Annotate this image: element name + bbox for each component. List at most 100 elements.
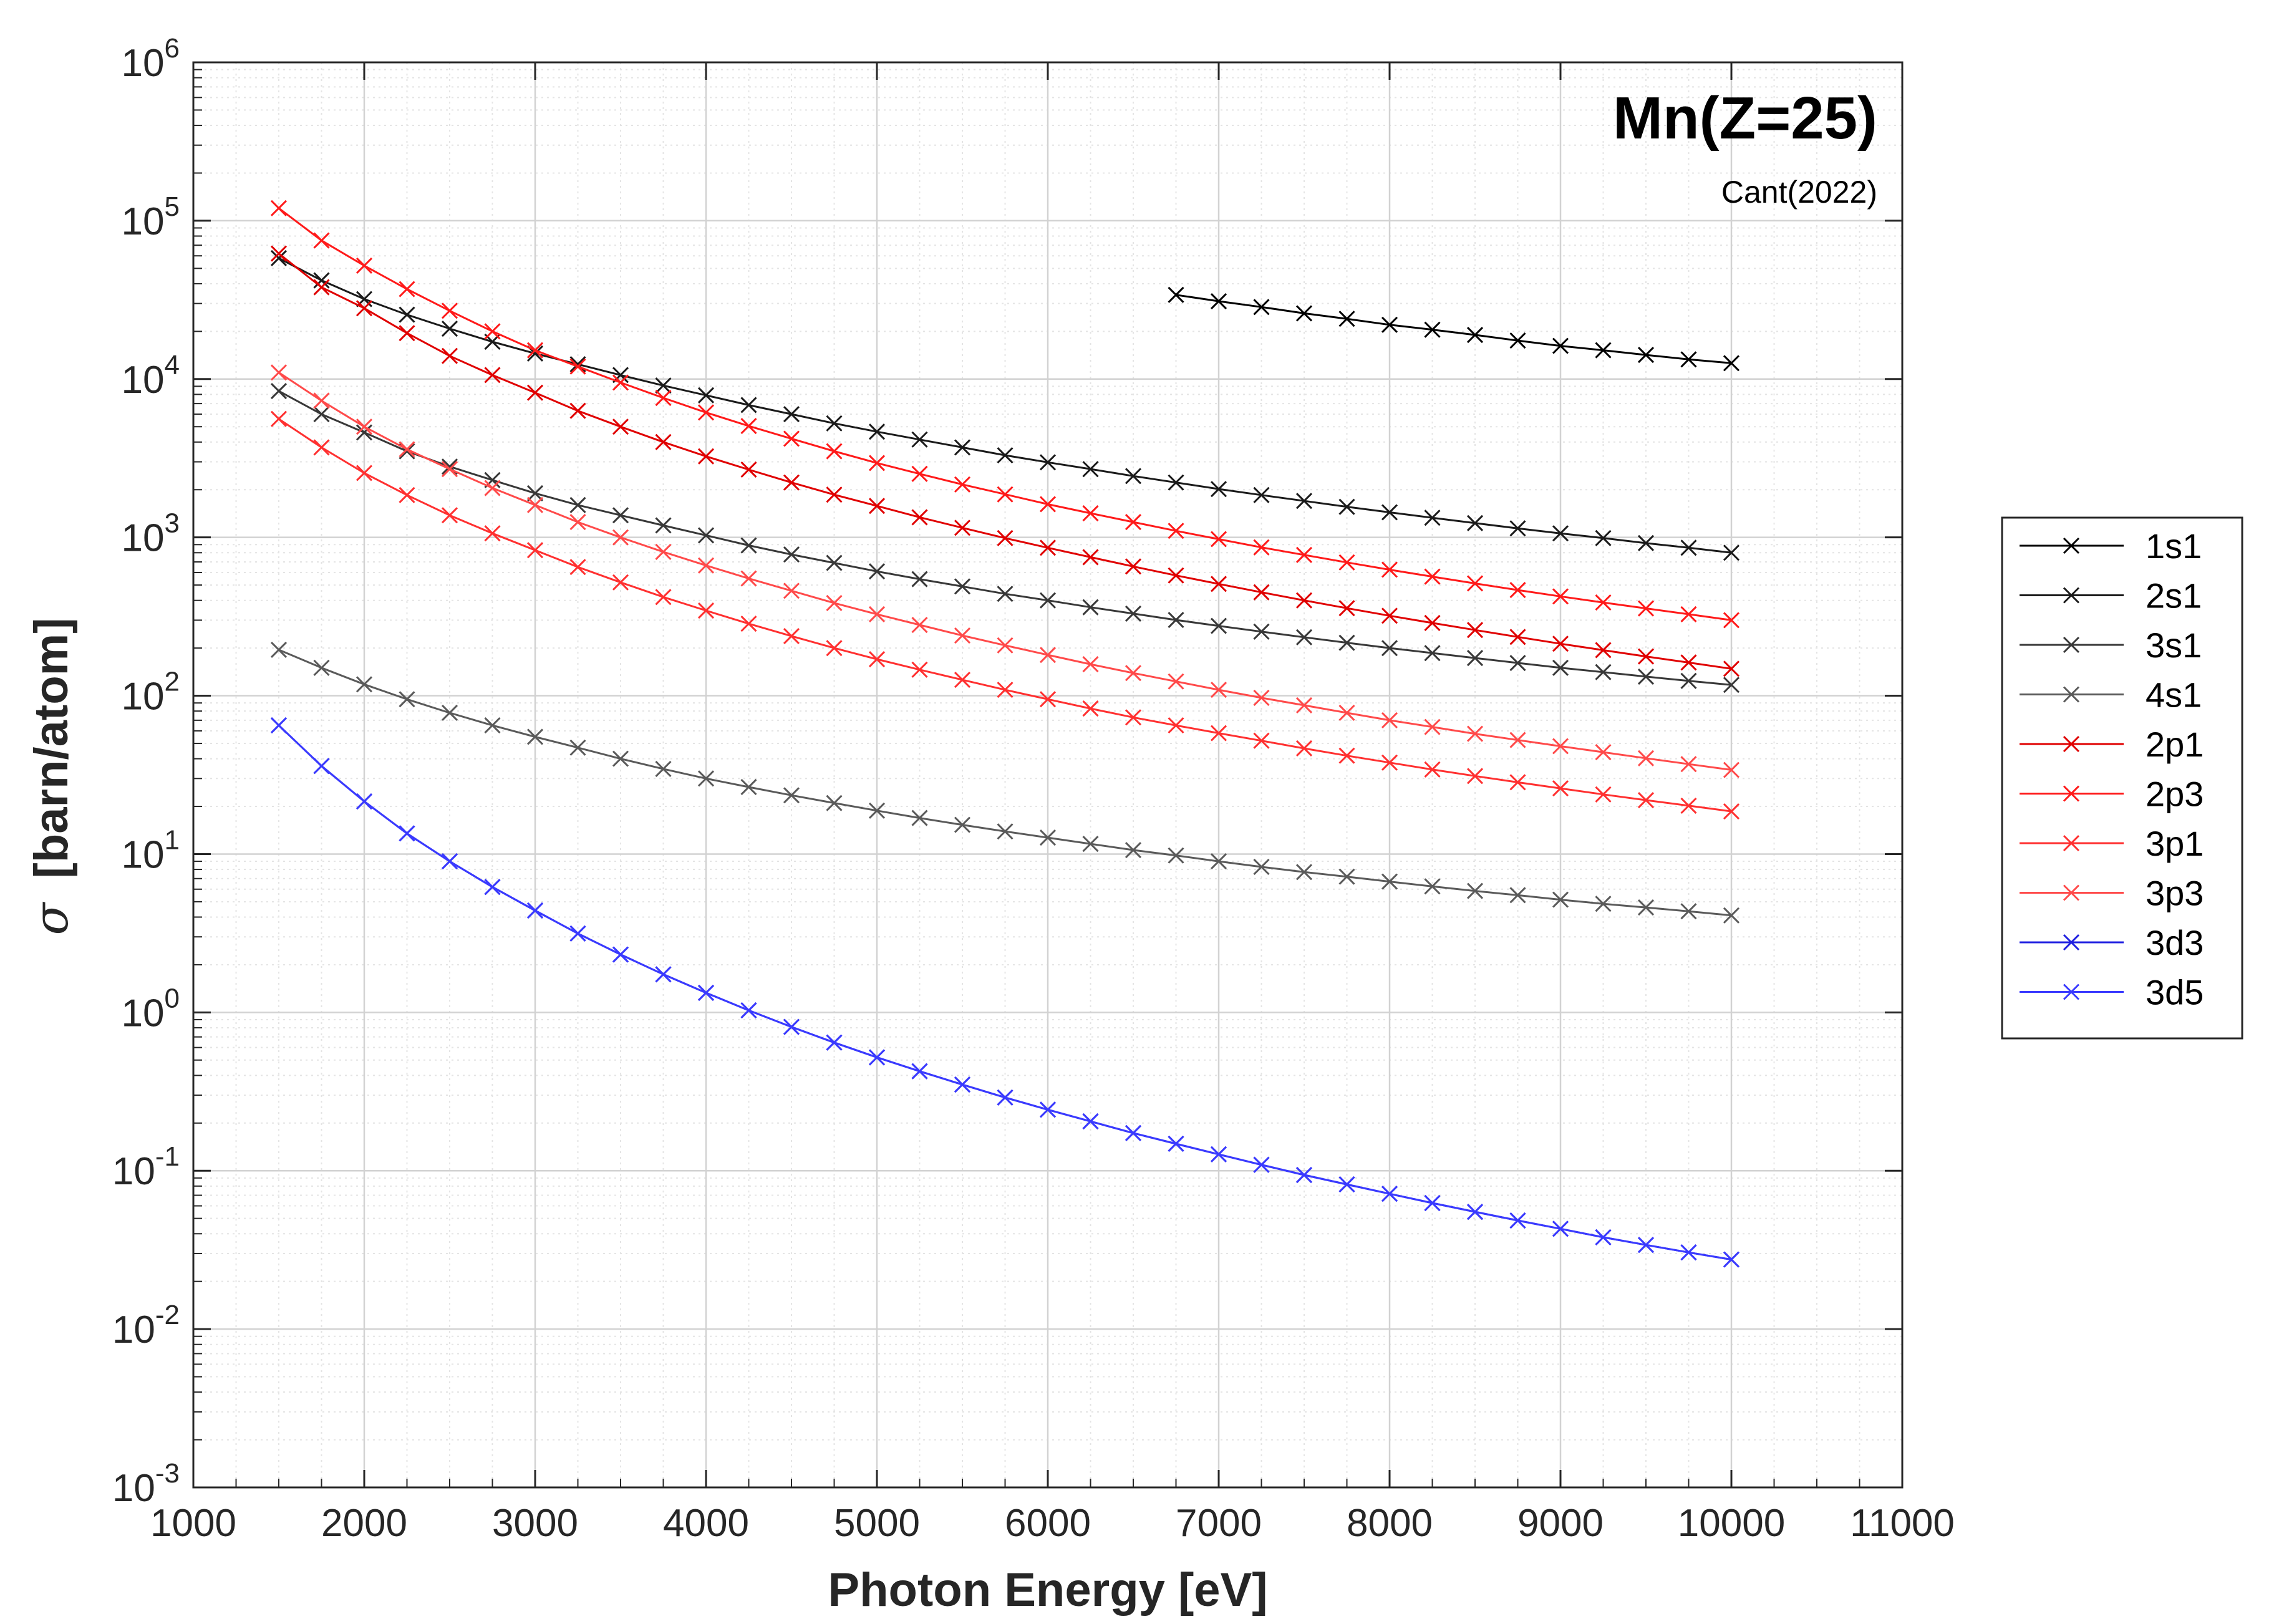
data-point-1s1 [1295,305,1313,322]
legend-label: 2p1 [2146,725,2204,764]
legend-marker [2063,537,2080,554]
data-point-1s1 [1168,286,1184,303]
data-point-3p3 [1168,673,1184,690]
data-point-2s1 [655,377,672,394]
data-point-3p3 [1680,756,1697,773]
data-point-3s1 [1637,668,1655,685]
data-point-3s1 [1295,629,1313,645]
data-point-3d5 [1168,1135,1184,1153]
data-point-3d5 [1424,1194,1441,1212]
data-point-2p3 [1039,496,1057,513]
data-point-3p1 [1168,717,1184,734]
legend-marker [2063,785,2080,802]
y-tick-base: 10 [122,359,165,402]
data-point-1s1 [1338,311,1355,327]
data-point-1s1 [1253,299,1270,316]
data-point-4s1 [1039,829,1057,846]
y-tick-label: 102 [122,667,180,718]
legend-label: 3d5 [2146,973,2204,1012]
legend-label: 1s1 [2146,526,2202,566]
data-point-4s1 [526,728,544,745]
data-point-2p3 [1125,514,1142,531]
data-point-2p3 [1168,523,1184,539]
data-point-3s1 [1680,672,1697,689]
data-point-2s1 [868,423,886,440]
data-point-2p3 [1680,606,1697,622]
data-point-3p1 [954,672,971,689]
data-point-2p1 [569,402,586,419]
data-point-3p1 [441,507,458,524]
data-point-3d5 [1125,1124,1142,1141]
y-tick-base: 10 [112,1150,155,1193]
data-point-2s1 [1168,474,1184,491]
data-point-2p1 [1039,539,1057,556]
y-tick-exponent: 2 [165,667,180,697]
data-point-3p1 [997,681,1014,698]
y-tick-exponent: 5 [165,191,180,222]
data-point-1s1 [1466,326,1484,344]
data-point-3p3 [697,557,715,574]
data-point-2s1 [441,320,458,337]
data-point-3p1 [1424,761,1441,778]
axes: 1000 2000 3000 4000 5000 6000 7000 8000 9000 1000… [112,33,1955,1545]
data-point-2p3 [997,486,1014,503]
data-point-4s1 [1338,868,1355,885]
data-point-3p1 [1338,747,1355,764]
data-point-3p3 [1552,738,1569,755]
data-point-3d5 [1680,1244,1697,1261]
legend-marker [2063,686,2080,703]
data-point-2p1 [1552,636,1569,652]
legend-item-1s1: 1s1 [2020,526,2202,566]
y-tick-base: 10 [122,42,165,85]
data-point-3s1 [1424,645,1441,662]
data-point-2p3 [612,374,629,391]
y-tick-label: 100 [122,983,180,1035]
series-2p1 [270,245,1740,677]
data-point-2s1 [313,272,330,289]
data-point-4s1 [997,823,1014,840]
y-tick-label: 105 [122,191,180,243]
y-tick-exponent: 3 [165,508,180,539]
data-point-3d5 [270,717,288,734]
data-point-2p3 [911,465,928,482]
data-point-2p3 [697,404,715,421]
y-tick-label: 104 [122,350,180,402]
data-point-4s1 [399,691,415,708]
data-point-4s1 [911,810,928,826]
data-point-3s1 [1210,617,1227,634]
data-point-2s1 [1082,461,1099,478]
data-point-3p1 [655,589,672,606]
legend-label: 4s1 [2146,675,2202,715]
data-point-3p3 [1466,725,1484,742]
data-point-2p1 [740,461,757,478]
data-point-3s1 [1595,664,1612,680]
x-tick-label: 5000 [834,1502,920,1545]
data-point-3s1 [1168,611,1184,629]
data-point-4s1 [1168,847,1184,864]
data-point-3p1 [484,525,501,542]
data-point-2p1 [697,448,715,465]
data-point-4s1 [868,802,886,819]
data-point-1s1 [1424,321,1441,338]
data-point-3p1 [356,465,373,481]
y-tick-base: 10 [122,833,165,876]
svg-text:σ [barn/atom]: σ [barn/atom] [23,617,79,935]
data-point-4s1 [1595,896,1612,912]
data-point-3p1 [1125,709,1142,726]
data-point-2p3 [1295,546,1313,563]
data-point-2p1 [997,529,1014,546]
series-3d5 [270,717,1740,1268]
data-point-3p3 [1509,732,1526,748]
data-point-3p1 [1509,774,1526,791]
data-point-2p1 [484,367,501,384]
data-point-4s1 [783,787,800,804]
data-point-3p1 [783,627,800,645]
series-3p3 [270,364,1740,778]
y-tick-label: 101 [122,824,180,876]
data-point-3p3 [1338,704,1355,722]
data-point-4s1 [1466,882,1484,899]
data-point-3s1 [740,537,757,554]
data-point-3s1 [1552,659,1569,676]
data-point-4s1 [826,795,843,811]
data-point-2p1 [1295,592,1313,609]
